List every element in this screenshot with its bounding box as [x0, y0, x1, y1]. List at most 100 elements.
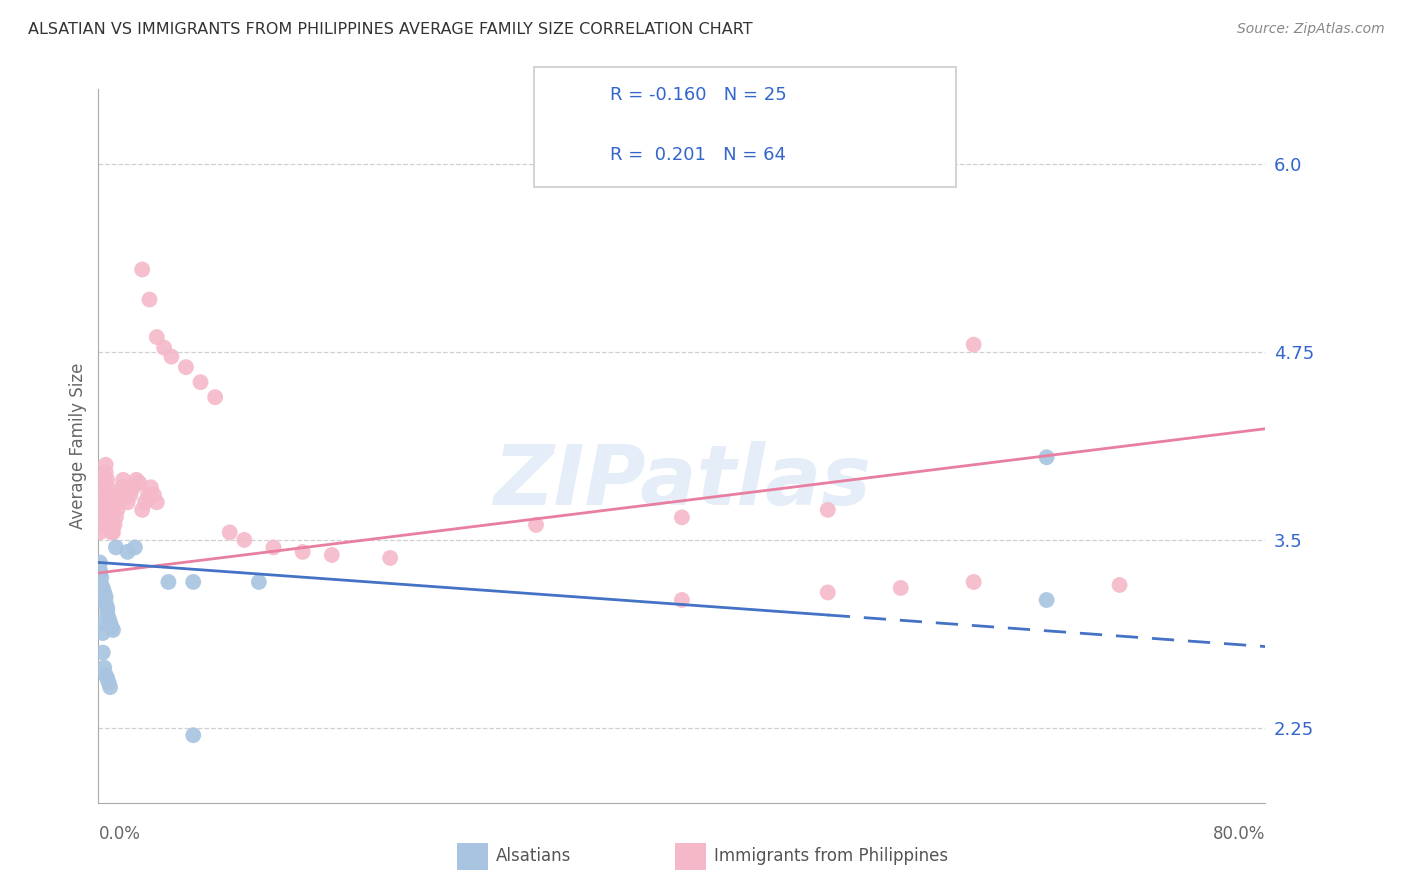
Point [142, 488, 165, 502]
Point [97, 675, 120, 690]
Point [146, 330, 169, 344]
Point [120, 488, 142, 502]
Point [101, 525, 124, 540]
Point [160, 350, 183, 364]
Point [103, 517, 125, 532]
Point [114, 480, 136, 494]
Point [94, 458, 117, 472]
Point [110, 488, 132, 502]
Text: R =  0.201   N = 64: R = 0.201 N = 64 [610, 146, 786, 164]
Point [96, 605, 118, 619]
Point [91, 488, 114, 502]
Point [138, 293, 160, 307]
Point [101, 623, 124, 637]
Text: ALSATIAN VS IMMIGRANTS FROM PHILIPPINES AVERAGE FAMILY SIZE CORRELATION CHART: ALSATIAN VS IMMIGRANTS FROM PHILIPPINES … [28, 22, 752, 37]
Point [131, 262, 153, 277]
Point [104, 541, 127, 555]
Point [962, 337, 984, 351]
Point [136, 488, 159, 502]
Point [125, 473, 148, 487]
Text: Source: ZipAtlas.com: Source: ZipAtlas.com [1237, 22, 1385, 37]
Point [817, 503, 839, 517]
Point [100, 517, 122, 532]
Point [233, 533, 256, 547]
Point [96, 600, 118, 615]
Point [115, 488, 138, 502]
Point [89, 563, 111, 577]
Point [100, 620, 122, 634]
Text: 0.0%: 0.0% [98, 825, 141, 843]
Point [90, 615, 112, 630]
Y-axis label: Average Family Size: Average Family Size [69, 363, 87, 529]
Point [157, 574, 180, 589]
Point [91, 626, 114, 640]
Point [98, 503, 121, 517]
Point [89, 566, 111, 580]
Point [94, 668, 117, 682]
Point [100, 525, 122, 540]
Point [1035, 593, 1057, 607]
Point [181, 574, 204, 589]
Text: 80.0%: 80.0% [1213, 825, 1265, 843]
Point [204, 390, 226, 404]
Point [139, 480, 162, 494]
Point [890, 581, 912, 595]
Point [134, 495, 156, 509]
Point [124, 541, 146, 555]
Point [146, 495, 169, 509]
Point [108, 495, 131, 509]
Text: R = -0.160   N = 25: R = -0.160 N = 25 [610, 87, 787, 104]
Point [89, 556, 111, 570]
Point [1035, 450, 1057, 465]
Point [98, 510, 121, 524]
Point [117, 545, 139, 559]
Text: ZIPatlas: ZIPatlas [494, 442, 870, 522]
Point [112, 473, 135, 487]
Point [524, 517, 547, 532]
Point [131, 503, 153, 517]
Point [98, 680, 121, 694]
Point [91, 495, 114, 509]
Point [262, 541, 284, 555]
Text: Alsatians: Alsatians [496, 847, 572, 865]
Point [247, 574, 270, 589]
Point [962, 574, 984, 589]
Point [378, 550, 402, 565]
Point [98, 615, 121, 630]
Point [111, 480, 134, 494]
Point [91, 581, 114, 595]
Point [93, 660, 115, 674]
Point [128, 475, 150, 490]
Point [671, 510, 693, 524]
Text: Immigrants from Philippines: Immigrants from Philippines [714, 847, 949, 865]
Point [291, 545, 314, 559]
Point [90, 570, 112, 584]
Point [93, 473, 115, 487]
Point [93, 585, 115, 599]
Point [94, 465, 117, 479]
Point [89, 510, 111, 524]
Point [94, 590, 117, 604]
Point [89, 525, 111, 540]
Point [96, 671, 118, 685]
Point [97, 495, 120, 509]
Point [105, 503, 128, 517]
Point [93, 480, 115, 494]
Point [91, 646, 114, 660]
Point [104, 510, 127, 524]
Point [97, 611, 120, 625]
Point [90, 593, 112, 607]
Point [90, 517, 112, 532]
Point [96, 480, 118, 494]
Point [321, 548, 343, 562]
Point [90, 578, 112, 592]
Point [117, 495, 139, 509]
Point [153, 341, 176, 355]
Point [181, 728, 204, 742]
Point [1108, 578, 1130, 592]
Point [122, 480, 145, 494]
Point [174, 360, 197, 375]
Point [94, 596, 117, 610]
Point [97, 488, 120, 502]
Point [190, 375, 212, 389]
